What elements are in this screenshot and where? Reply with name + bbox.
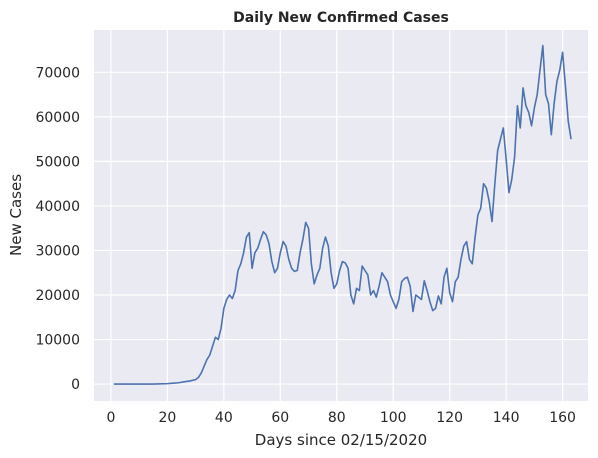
y-tick-label: 50000 bbox=[35, 154, 80, 170]
x-tick-label: 20 bbox=[158, 410, 176, 426]
x-axis-label: Days since 02/15/2020 bbox=[255, 431, 427, 449]
y-tick-labels: 0 10000 20000 30000 40000 50000 60000 70000 bbox=[35, 65, 80, 393]
series-group bbox=[113, 44, 572, 385]
x-tick-label: 0 bbox=[106, 410, 115, 426]
y-tick-label: 70000 bbox=[35, 65, 80, 81]
y-tick-label: 0 bbox=[71, 377, 80, 393]
x-tick-label: 80 bbox=[328, 410, 346, 426]
y-tick-label: 40000 bbox=[35, 199, 80, 215]
series-line bbox=[113, 44, 572, 385]
y-tick-label: 20000 bbox=[35, 288, 80, 304]
y-tick-label: 10000 bbox=[35, 333, 80, 349]
x-tick-labels: 0 20 40 60 80 100 120 140 160 bbox=[106, 410, 575, 426]
x-tick-label: 60 bbox=[271, 410, 289, 426]
chart-title: Daily New Confirmed Cases bbox=[233, 10, 449, 26]
x-tick-label: 120 bbox=[436, 410, 463, 426]
x-tick-label: 40 bbox=[215, 410, 233, 426]
x-tick-label: 160 bbox=[549, 410, 576, 426]
x-tick-label: 100 bbox=[380, 410, 407, 426]
y-axis-label: New Cases bbox=[7, 174, 25, 256]
y-tick-label: 60000 bbox=[35, 110, 80, 126]
plot-background bbox=[94, 30, 588, 401]
x-tick-label: 140 bbox=[493, 410, 520, 426]
y-tick-label: 30000 bbox=[35, 243, 80, 259]
grid bbox=[94, 30, 588, 401]
